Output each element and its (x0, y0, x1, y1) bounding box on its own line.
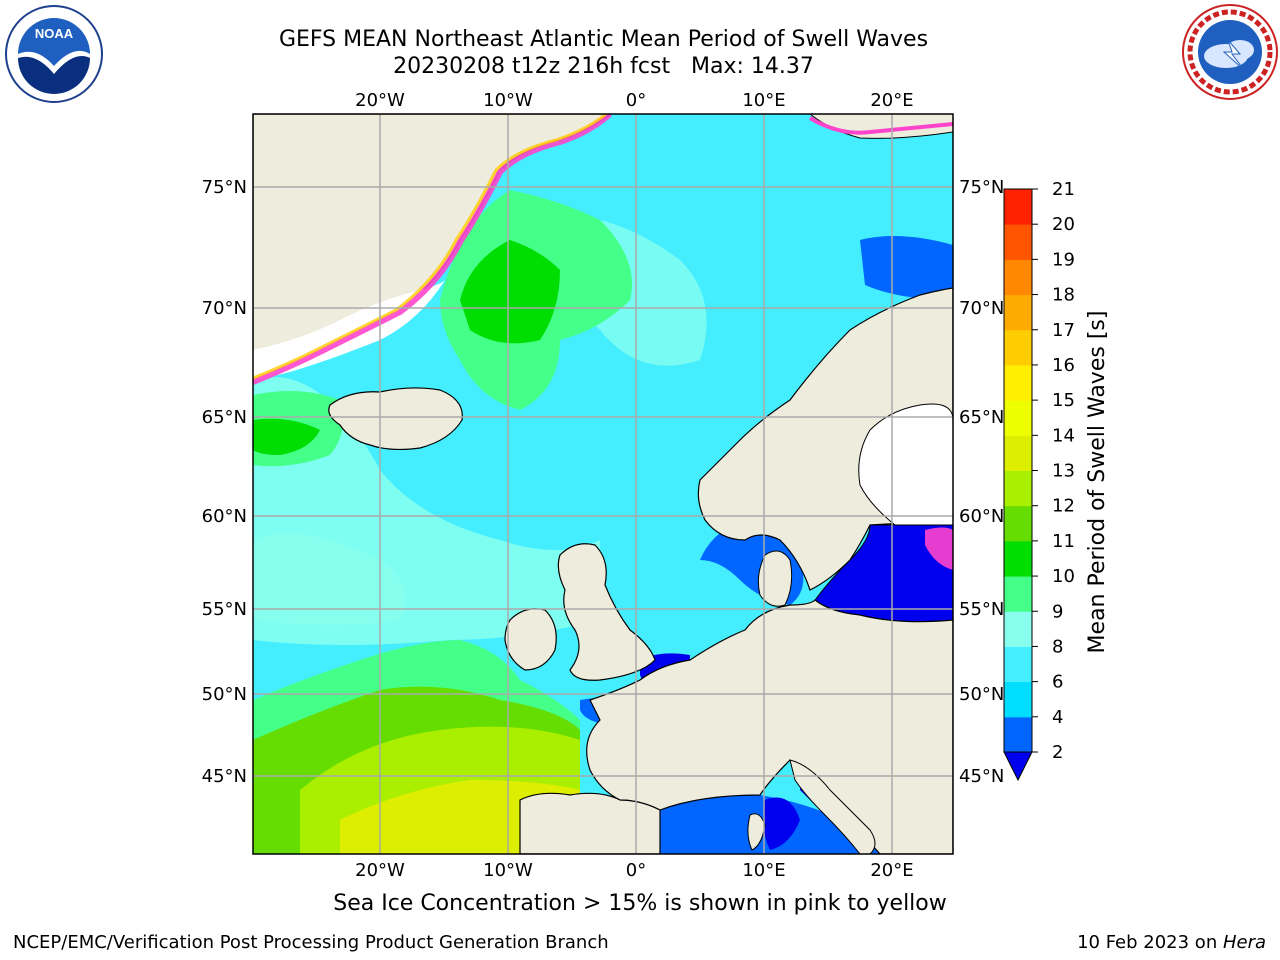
sea-ice-note: Sea Ice Concentration > 15% is shown in … (333, 891, 947, 916)
map-frame (252, 113, 954, 855)
colorbar-extend-arrow (1003, 751, 1033, 782)
colorbar-tick-label: 9 (1052, 601, 1063, 622)
lat-label-left: 50°N (202, 684, 247, 705)
colorbar-tick-label: 19 (1052, 249, 1075, 270)
colorbar-tick-label: 8 (1052, 636, 1063, 657)
colorbar-segment (1004, 259, 1032, 296)
colorbar-segment (1004, 646, 1032, 683)
noaa-logo: NOAA (5, 5, 103, 103)
noaa-logo-text: NOAA (35, 26, 74, 41)
colorbar-tick-label: 21 (1052, 179, 1075, 200)
lon-label-bottom: 0° (626, 860, 646, 881)
colorbar-segment (1004, 400, 1032, 436)
chart-title: GEFS MEAN Northeast Atlantic Mean Period… (278, 27, 929, 52)
footer-date: 10 Feb 2023 on Hera (1077, 932, 1266, 954)
lat-label-left: 55°N (202, 599, 247, 620)
colorbar-segment (1004, 294, 1032, 331)
colorbar-segment (1004, 576, 1032, 612)
map-gridlines (253, 114, 953, 854)
lon-label-bottom: 20°W (355, 860, 405, 881)
lat-labels-left: 75°N 70°N 65°N 60°N 55°N 50°N 45°N (202, 177, 247, 787)
colorbar-segment (1004, 329, 1032, 366)
colorbar-segment (1004, 681, 1032, 718)
lat-label-right: 65°N (959, 407, 1004, 428)
colorbar-ticks: 2 4 6 8 9 10 11 12 13 14 15 16 17 18 19 20 21 (1032, 179, 1075, 763)
colorbar-label: Mean Period of Swell Waves [s] (1085, 310, 1110, 654)
lon-label-bottom: 10°E (742, 860, 785, 881)
lon-label-top: 10°W (483, 90, 533, 111)
colorbar-tick-label: 4 (1052, 707, 1063, 728)
lat-label-right: 45°N (959, 766, 1004, 787)
lon-label-top: 10°E (742, 90, 785, 111)
lat-label-right: 60°N (959, 506, 1004, 527)
colorbar-segment (1004, 364, 1032, 401)
lat-label-left: 75°N (202, 177, 247, 198)
footer-credit: NCEP/EMC/Verification Post Processing Pr… (13, 932, 609, 953)
lon-label-bottom: 10°W (483, 860, 533, 881)
lat-label-right: 70°N (959, 298, 1004, 319)
chart-subtitle: 20230208 t12z 216h fcst Max: 14.37 (393, 54, 814, 79)
colorbar-segment (1004, 189, 1032, 225)
colorbar-segment (1004, 540, 1032, 577)
colorbar-tick-label: 14 (1052, 425, 1075, 446)
colorbar-segment (1004, 470, 1032, 507)
colorbar-tick-label: 6 (1052, 672, 1063, 693)
lon-label-bottom: 20°E (870, 860, 913, 881)
colorbar-tick-label: 20 (1052, 214, 1075, 235)
map-field (253, 114, 953, 854)
lon-label-top: 20°E (870, 90, 913, 111)
lat-label-right: 75°N (959, 177, 1004, 198)
lon-label-top: 0° (626, 90, 646, 111)
colorbar-tick-label: 13 (1052, 461, 1075, 482)
colorbar-segment (1004, 505, 1032, 542)
colorbar-tick-label: 12 (1052, 496, 1075, 517)
footer-host: Hera (1222, 932, 1266, 953)
colorbar-tick-label: 16 (1052, 355, 1075, 376)
lon-labels-bottom: 20°W 10°W 0° 10°E 20°E (355, 860, 913, 881)
colorbar-segment (1004, 611, 1032, 647)
colorbar-segment (1004, 716, 1032, 753)
lon-label-top: 20°W (355, 90, 405, 111)
lat-label-left: 65°N (202, 407, 247, 428)
colorbar-tick-label: 15 (1052, 390, 1075, 411)
colorbar-tick-label: 2 (1052, 742, 1063, 763)
lat-label-right: 55°N (959, 599, 1004, 620)
lat-label-left: 60°N (202, 506, 247, 527)
colorbar-tick-label: 10 (1052, 566, 1075, 587)
colorbar-segment (1004, 435, 1032, 471)
colorbar-tick-label: 17 (1052, 320, 1075, 341)
lat-labels-right: 75°N 70°N 65°N 60°N 55°N 50°N 45°N (959, 177, 1004, 787)
lon-labels-top: 20°W 10°W 0° 10°E 20°E (355, 90, 913, 111)
lat-label-left: 70°N (202, 298, 247, 319)
colorbar (1003, 188, 1033, 782)
colorbar-tick-label: 18 (1052, 285, 1075, 306)
lat-label-right: 50°N (959, 684, 1004, 705)
nws-logo (1182, 4, 1278, 100)
lat-label-left: 45°N (202, 766, 247, 787)
footer-date-text: 10 Feb 2023 on (1077, 932, 1223, 953)
colorbar-segment (1004, 224, 1032, 260)
colorbar-tick-label: 11 (1052, 531, 1075, 552)
